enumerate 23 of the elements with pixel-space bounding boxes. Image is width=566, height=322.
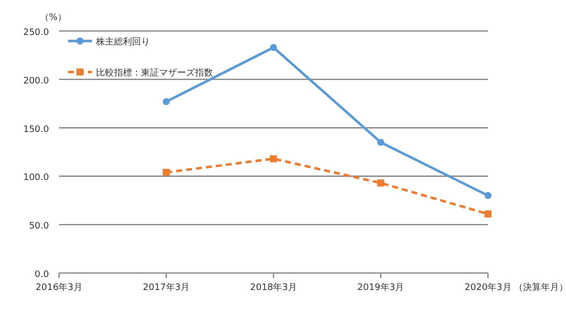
point	[270, 155, 277, 162]
x-tick-label: 2020年3月	[464, 282, 512, 293]
point	[484, 210, 492, 218]
y-tick-label: 200.0	[23, 76, 50, 86]
point	[377, 138, 384, 146]
legend-label: 株主総利回り	[95, 36, 150, 48]
y-axis-title: （%）	[40, 13, 67, 23]
legend-label: 比較指標：東証マザーズ指数	[96, 68, 213, 78]
y-tick-label: 0.0	[34, 270, 50, 280]
point	[270, 44, 277, 51]
y-tick-label: 250.0	[23, 28, 50, 38]
y-tick-label: 150.0	[23, 124, 50, 135]
point	[484, 192, 492, 200]
y-tick-label: 50.0	[28, 222, 50, 232]
x-tick-label: 2017年3月	[142, 282, 190, 293]
point	[377, 179, 384, 186]
y-tick-label: 100.0	[23, 173, 50, 184]
x-tick-label: 2019年3月	[357, 282, 404, 293]
x-tick-label: 2016年3月	[36, 282, 82, 293]
point	[162, 168, 170, 176]
x-axis-title: （決算年月）	[514, 282, 566, 293]
x-tick-label: 2018年3月	[250, 282, 297, 293]
point	[162, 98, 170, 106]
